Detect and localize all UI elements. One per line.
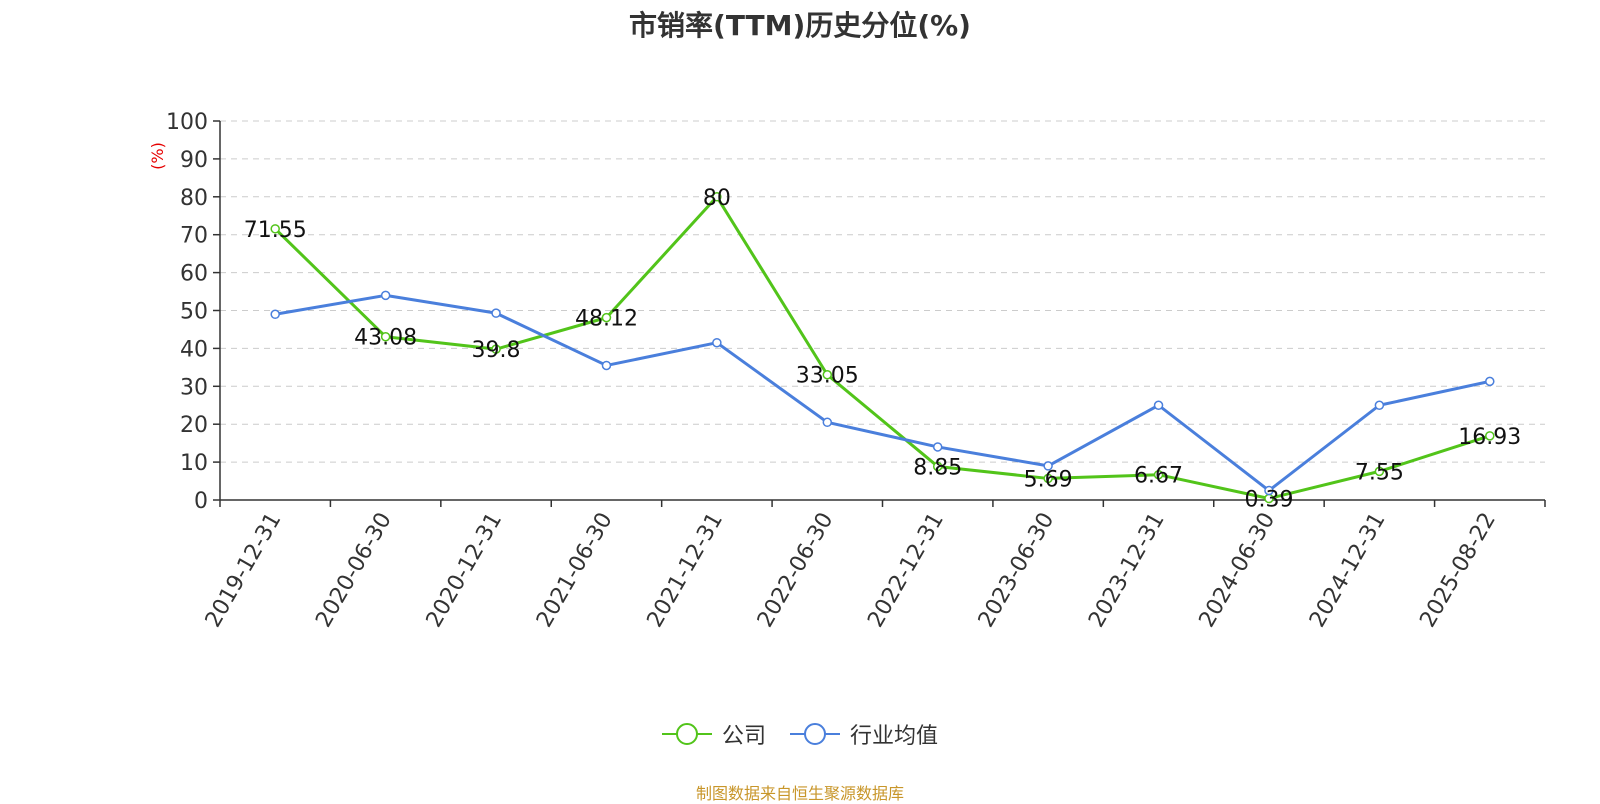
data-labels: 71.55 43.08 39.8 48.12 80 33.05 8.85 5.69 6.67 0.…: [244, 186, 1522, 513]
x-tick-label: 2022-06-30: [753, 509, 839, 632]
series-line-1: [274, 293, 1491, 493]
x-tick-label: 2024-12-31: [1305, 509, 1391, 632]
y-tick-label: 10: [180, 451, 208, 476]
x-tick-label: 2022-12-31: [863, 509, 949, 632]
series-line-0: [274, 195, 1491, 501]
x-tick-label: 2025-08-22: [1415, 509, 1501, 632]
series-lines: [270, 192, 1495, 504]
data-label: 33.05: [796, 364, 859, 389]
legend-line-circle-icon: [661, 723, 712, 745]
y-tick-label: 40: [180, 337, 208, 362]
data-point: [601, 312, 612, 323]
data-point: [601, 360, 612, 371]
data-point: [1264, 485, 1274, 496]
data-point: [491, 308, 501, 318]
data-point: [1043, 473, 1053, 484]
data-point: [1043, 461, 1053, 471]
data-point: [932, 461, 943, 472]
data-point: [712, 337, 722, 348]
data-point: [1153, 400, 1164, 410]
data-label: 39.8: [472, 338, 521, 363]
legend: 公司 行业均值: [0, 718, 1600, 750]
legend-item-industry-avg[interactable]: 行业均值: [790, 718, 938, 750]
legend-label-industry-avg: 行业均值: [850, 724, 939, 749]
data-point: [1374, 466, 1385, 477]
x-tick-label: 2023-12-31: [1084, 509, 1170, 632]
legend-label-company: 公司: [721, 724, 766, 749]
data-point: [1485, 431, 1495, 441]
data-point: [1485, 376, 1495, 387]
data-label: 6.67: [1134, 464, 1183, 489]
legend-line-circle-icon: [790, 723, 840, 745]
x-tick-label: 2020-12-31: [422, 509, 508, 632]
x-tick-label: 2021-06-30: [532, 509, 618, 632]
data-label: 43.08: [354, 326, 417, 351]
y-axis-label: (%): [148, 142, 167, 170]
y-tick-label: 20: [180, 413, 208, 438]
data-label: 71.55: [244, 218, 307, 243]
x-tick-label: 2023-06-30: [974, 509, 1060, 632]
grid-lines: [220, 120, 1545, 463]
legend-item-company[interactable]: 公司: [661, 718, 766, 750]
x-tick-label: 2019-12-31: [201, 509, 287, 632]
y-tick-label: 60: [180, 262, 208, 287]
chart-title: 市销率(TTM)历史分位(%): [629, 9, 971, 42]
y-tick-label: 30: [180, 375, 208, 400]
x-tick-label: 2020-06-30: [311, 509, 397, 632]
data-point: [491, 344, 501, 354]
data-label: 8.85: [913, 455, 962, 480]
data-point: [822, 369, 833, 380]
data-label: 7.55: [1355, 460, 1404, 485]
data-label: 48.12: [575, 307, 638, 332]
data-label: 0.39: [1244, 488, 1293, 513]
data-point: [270, 224, 280, 234]
y-tick-label: 90: [180, 148, 208, 173]
data-point: [822, 417, 833, 428]
y-tick-label: 0: [194, 489, 208, 514]
x-tick-label: 2024-06-30: [1195, 509, 1281, 632]
data-point: [270, 309, 280, 320]
data-point: [380, 331, 391, 342]
data-label: 5.69: [1024, 467, 1073, 492]
y-tick-label: 50: [180, 300, 208, 325]
data-label: 80: [703, 186, 731, 211]
data-source-note: 制图数据来自恒生聚源数据库: [695, 784, 904, 803]
data-label: 16.93: [1458, 425, 1521, 450]
data-point: [1374, 400, 1385, 410]
y-tick-label: 80: [180, 186, 208, 211]
data-point: [932, 442, 943, 452]
y-tick-label: 70: [180, 224, 208, 249]
data-point: [1153, 469, 1164, 480]
data-point: [380, 290, 391, 301]
data-point: [712, 192, 722, 202]
x-tick-label: 2021-12-31: [642, 509, 728, 632]
y-tick-label: 100: [166, 110, 208, 135]
